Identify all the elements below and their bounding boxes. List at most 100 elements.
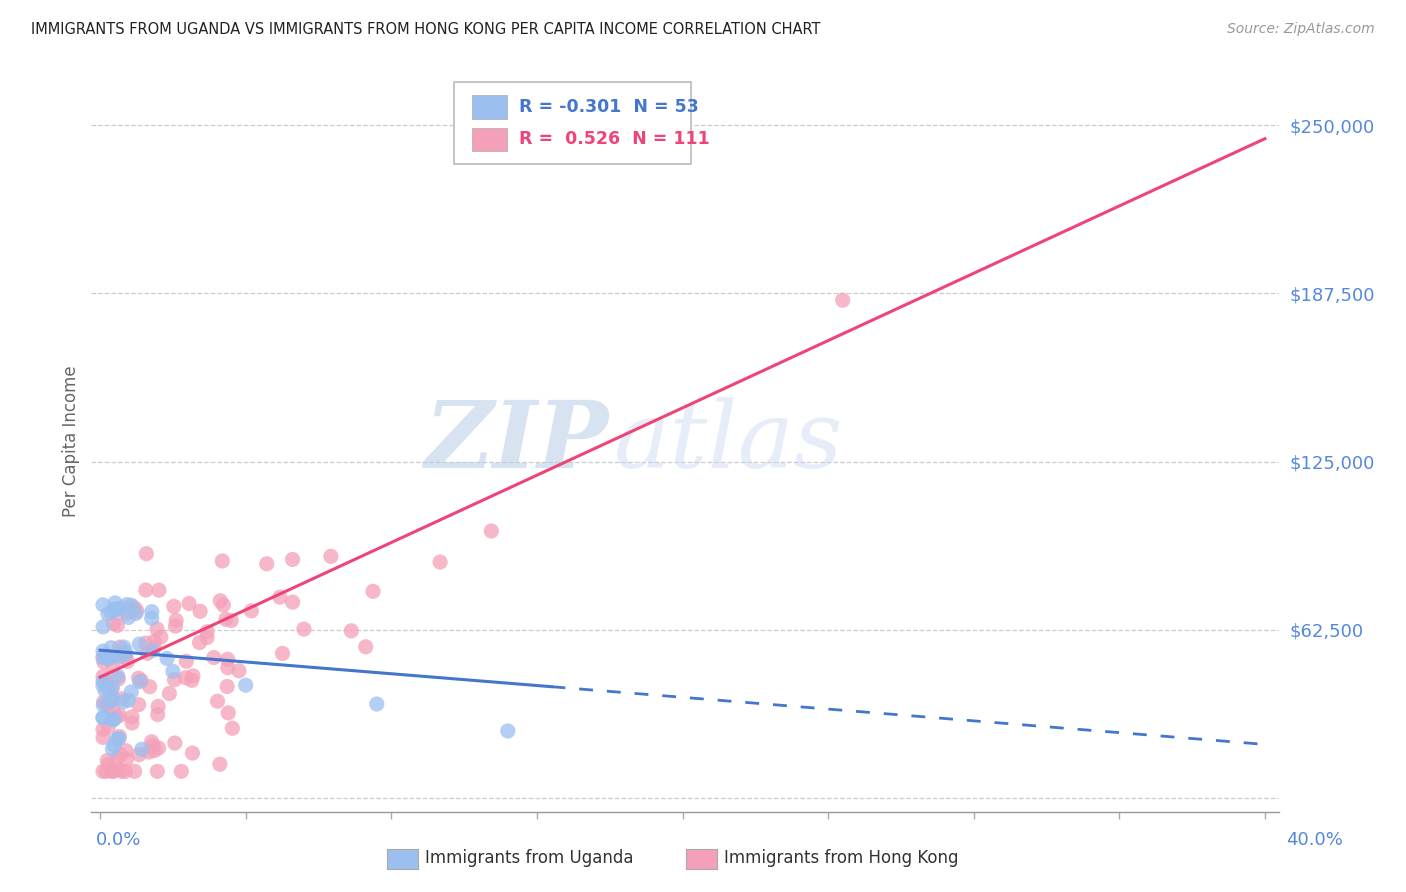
- Point: [101, 764, 124, 779]
- Point: [93, 655, 115, 669]
- Point: [181, 669, 204, 683]
- Point: [93, 695, 115, 709]
- Point: [91, 674, 114, 689]
- Point: [141, 611, 163, 625]
- Point: [135, 547, 157, 561]
- Point: [91, 731, 114, 745]
- Point: [112, 648, 135, 662]
- Point: [125, 607, 148, 621]
- Point: [115, 744, 138, 758]
- Point: [117, 655, 139, 669]
- Point: [101, 701, 124, 715]
- Point: [212, 598, 235, 612]
- Point: [96, 681, 118, 695]
- Point: [100, 681, 122, 696]
- Point: [97, 720, 120, 734]
- Point: [107, 763, 129, 777]
- Point: [105, 752, 128, 766]
- Point: [120, 685, 142, 699]
- Point: [97, 696, 120, 710]
- Point: [124, 764, 146, 779]
- Point: [94, 683, 117, 698]
- Text: Immigrants from Hong Kong: Immigrants from Hong Kong: [724, 849, 959, 867]
- Point: [104, 601, 127, 615]
- Point: [91, 649, 114, 664]
- Text: atlas: atlas: [614, 397, 844, 486]
- Point: [163, 599, 186, 614]
- Point: [217, 652, 239, 666]
- Point: [108, 731, 131, 746]
- FancyBboxPatch shape: [471, 128, 508, 152]
- Text: Source: ZipAtlas.com: Source: ZipAtlas.com: [1227, 22, 1375, 37]
- Point: [91, 598, 114, 612]
- Point: [292, 622, 315, 636]
- Point: [128, 637, 150, 651]
- Point: [121, 710, 143, 724]
- Text: 40.0%: 40.0%: [1286, 831, 1343, 849]
- Point: [138, 745, 160, 759]
- FancyBboxPatch shape: [471, 95, 508, 119]
- Point: [115, 752, 138, 766]
- Point: [146, 622, 169, 636]
- Point: [149, 630, 172, 644]
- Point: [429, 555, 451, 569]
- Point: [104, 603, 127, 617]
- Point: [135, 636, 157, 650]
- Point: [103, 616, 125, 631]
- Point: [103, 738, 125, 752]
- Point: [143, 640, 166, 655]
- Point: [128, 698, 150, 712]
- Text: 0.0%: 0.0%: [96, 831, 141, 849]
- Point: [131, 742, 153, 756]
- Point: [91, 764, 114, 779]
- Point: [217, 661, 239, 675]
- Point: [91, 669, 114, 683]
- Point: [361, 584, 384, 599]
- Point: [93, 698, 115, 712]
- Point: [110, 747, 132, 762]
- Text: R =  0.526  N = 111: R = 0.526 N = 111: [519, 130, 710, 148]
- FancyBboxPatch shape: [454, 82, 692, 164]
- Point: [146, 764, 169, 779]
- Point: [110, 601, 132, 615]
- Point: [319, 549, 342, 564]
- Point: [108, 708, 131, 723]
- Point: [170, 764, 193, 779]
- Point: [181, 746, 204, 760]
- Point: [479, 524, 502, 538]
- Point: [100, 640, 122, 655]
- Point: [101, 659, 124, 673]
- Point: [114, 645, 136, 659]
- Point: [211, 554, 233, 568]
- Point: [112, 640, 135, 654]
- Point: [105, 732, 128, 747]
- Point: [107, 669, 129, 683]
- Point: [163, 736, 186, 750]
- Point: [235, 678, 257, 692]
- Point: [107, 672, 129, 686]
- Point: [202, 650, 225, 665]
- Point: [271, 647, 294, 661]
- Point: [165, 613, 187, 627]
- Point: [91, 644, 114, 658]
- Point: [94, 650, 117, 665]
- Point: [215, 612, 238, 626]
- Point: [136, 646, 159, 660]
- Point: [177, 597, 200, 611]
- Text: R = -0.301  N = 53: R = -0.301 N = 53: [519, 98, 699, 116]
- Point: [96, 754, 118, 768]
- Point: [831, 293, 853, 308]
- Point: [281, 552, 304, 566]
- Point: [111, 649, 134, 664]
- Point: [96, 679, 118, 693]
- Point: [228, 664, 250, 678]
- Point: [162, 665, 184, 679]
- Point: [146, 707, 169, 722]
- Point: [163, 673, 186, 687]
- Point: [219, 614, 242, 628]
- Text: ZIP: ZIP: [425, 397, 609, 486]
- Point: [143, 743, 166, 757]
- Point: [141, 605, 163, 619]
- Point: [120, 599, 142, 613]
- Point: [94, 649, 117, 664]
